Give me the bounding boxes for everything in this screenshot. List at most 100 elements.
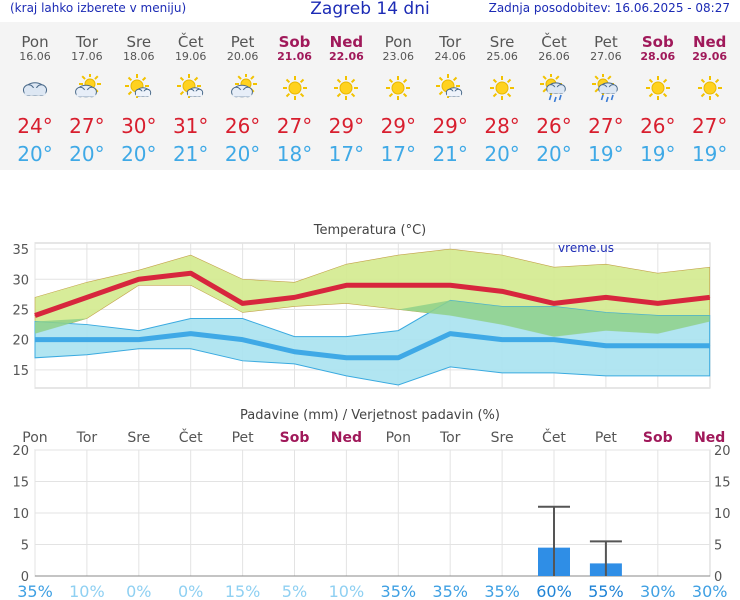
tmin-point [397, 357, 399, 359]
y-tick-label: 25 [12, 303, 29, 318]
day-column: Pet 20.06 26° 20° [217, 22, 269, 170]
tmin-point [553, 339, 555, 341]
precip-probability: 35% [381, 582, 417, 600]
day-name: Pet [594, 33, 618, 51]
temp-max: 27° [69, 114, 105, 138]
tmax-point [34, 315, 36, 316]
sun-icon [697, 76, 722, 100]
temp-min: 20° [121, 142, 157, 166]
day-column: Sre 25.06 28° 20° [476, 22, 528, 170]
temp-max: 26° [536, 114, 572, 138]
tmax-point [657, 302, 659, 304]
y-tick-label: 35 [12, 243, 29, 258]
y-tick-label-right: 10 [714, 507, 731, 522]
tmin-point [242, 339, 244, 341]
precip-probability: 5% [282, 582, 307, 600]
temp-min: 18° [276, 142, 313, 166]
temp-max: 27° [276, 114, 313, 138]
tmin-point [449, 333, 451, 335]
tmax-line [34, 270, 710, 318]
tmax-point [553, 302, 555, 304]
tmax-point [138, 278, 140, 280]
partly-cloudy-icon [74, 74, 101, 98]
day-date: 23.06 [382, 50, 415, 63]
last-update: Zadnja posodobitev: 16.06.2025 - 08:27 [488, 1, 730, 15]
tmax-point [190, 272, 192, 274]
precip-probability: 55% [588, 582, 624, 600]
x-tick-label: Sre [491, 430, 514, 446]
tmin-line [35, 331, 710, 361]
temp-max: 26° [224, 114, 261, 138]
temp-min: 17° [328, 142, 365, 166]
day-date: 28.06 [640, 50, 676, 63]
day-name: Sre [126, 33, 152, 51]
day-name: Čet [177, 33, 204, 51]
sun-rain-icon [591, 74, 618, 102]
sun-icon [490, 76, 515, 100]
temp-min: 20° [224, 142, 261, 166]
day-name: Ned [329, 33, 364, 51]
precip-probability: 10% [69, 582, 105, 600]
day-name: Sob [278, 33, 311, 51]
x-tick-label: Čet [179, 428, 203, 446]
y-tick-label: 30 [12, 273, 29, 288]
x-tick-label: Tor [76, 430, 98, 446]
tmin-point [501, 339, 503, 341]
precip-probability: 35% [17, 582, 53, 600]
day-column: Pon 16.06 24° 20° [9, 22, 61, 170]
temp-min: 21° [432, 142, 468, 166]
tmax-point [86, 296, 88, 298]
top-bar: (kraj lahko izberete v meniju) Zagreb 14… [0, 0, 740, 22]
sun-icon [645, 76, 670, 100]
day-column: Ned 22.06 29° 17° [320, 22, 372, 170]
location-menu-hint[interactable]: (kraj lahko izberete v meniju) [10, 1, 187, 15]
tmin-point [345, 357, 347, 359]
temp-max: 29° [328, 114, 365, 138]
day-column: Pet 27.06 27° 19° [580, 22, 632, 170]
chart-title: Temperatura (°C) [313, 223, 426, 238]
forecast-band [0, 22, 740, 170]
overlap-band [35, 285, 710, 337]
day-name: Sob [641, 33, 674, 51]
tmax-point [294, 296, 295, 298]
x-tick-label: Čet [542, 428, 566, 446]
precip-probability: 35% [484, 582, 520, 600]
temp-max: 27° [691, 114, 728, 138]
y-tick-label-right: 20 [714, 444, 731, 459]
sun-small-cloud-icon [124, 74, 151, 98]
y-tick-label-left: 20 [12, 444, 29, 459]
temp-min: 21° [172, 142, 209, 166]
x-tick-label: Pon [386, 430, 411, 446]
day-column: Pon 23.06 29° 17° [372, 22, 424, 170]
day-date: 20.06 [226, 50, 259, 63]
x-tick-label: Ned [331, 430, 362, 446]
day-column: Tor 17.06 27° 20° [61, 22, 113, 170]
temp-max: 29° [432, 114, 468, 138]
day-date: 27.06 [590, 50, 622, 63]
temp-min: 20° [536, 142, 572, 166]
day-name: Tor [439, 33, 462, 51]
tmax-point [501, 290, 503, 292]
day-date: 29.06 [692, 50, 728, 63]
day-date: 25.06 [486, 50, 518, 63]
temp-min: 19° [691, 142, 728, 166]
y-tick-label-right: 5 [714, 539, 722, 554]
tmin-point [138, 339, 140, 341]
temperature-chart: Temperatura (°C) 15 20 25 30 35 vreme.us [12, 223, 711, 389]
temp-min: 17° [380, 142, 417, 166]
y-tick-label: 15 [12, 364, 29, 379]
x-tick-label: Sob [280, 430, 310, 446]
temp-max: 28° [484, 114, 520, 138]
watermark: vreme.us [558, 241, 614, 255]
precip-probability: 35% [432, 582, 468, 600]
precip-probability: 60% [536, 582, 572, 600]
temp-min: 20° [17, 142, 53, 166]
x-tick-label: Ned [694, 430, 725, 446]
temp-min: 20° [69, 142, 105, 166]
day-name: Čet [541, 33, 567, 51]
tmax-point [242, 302, 244, 304]
day-date: 18.06 [123, 50, 155, 63]
tmin-point [709, 345, 711, 347]
precip-probability: 15% [225, 582, 261, 600]
temp-max: 29° [380, 114, 417, 138]
